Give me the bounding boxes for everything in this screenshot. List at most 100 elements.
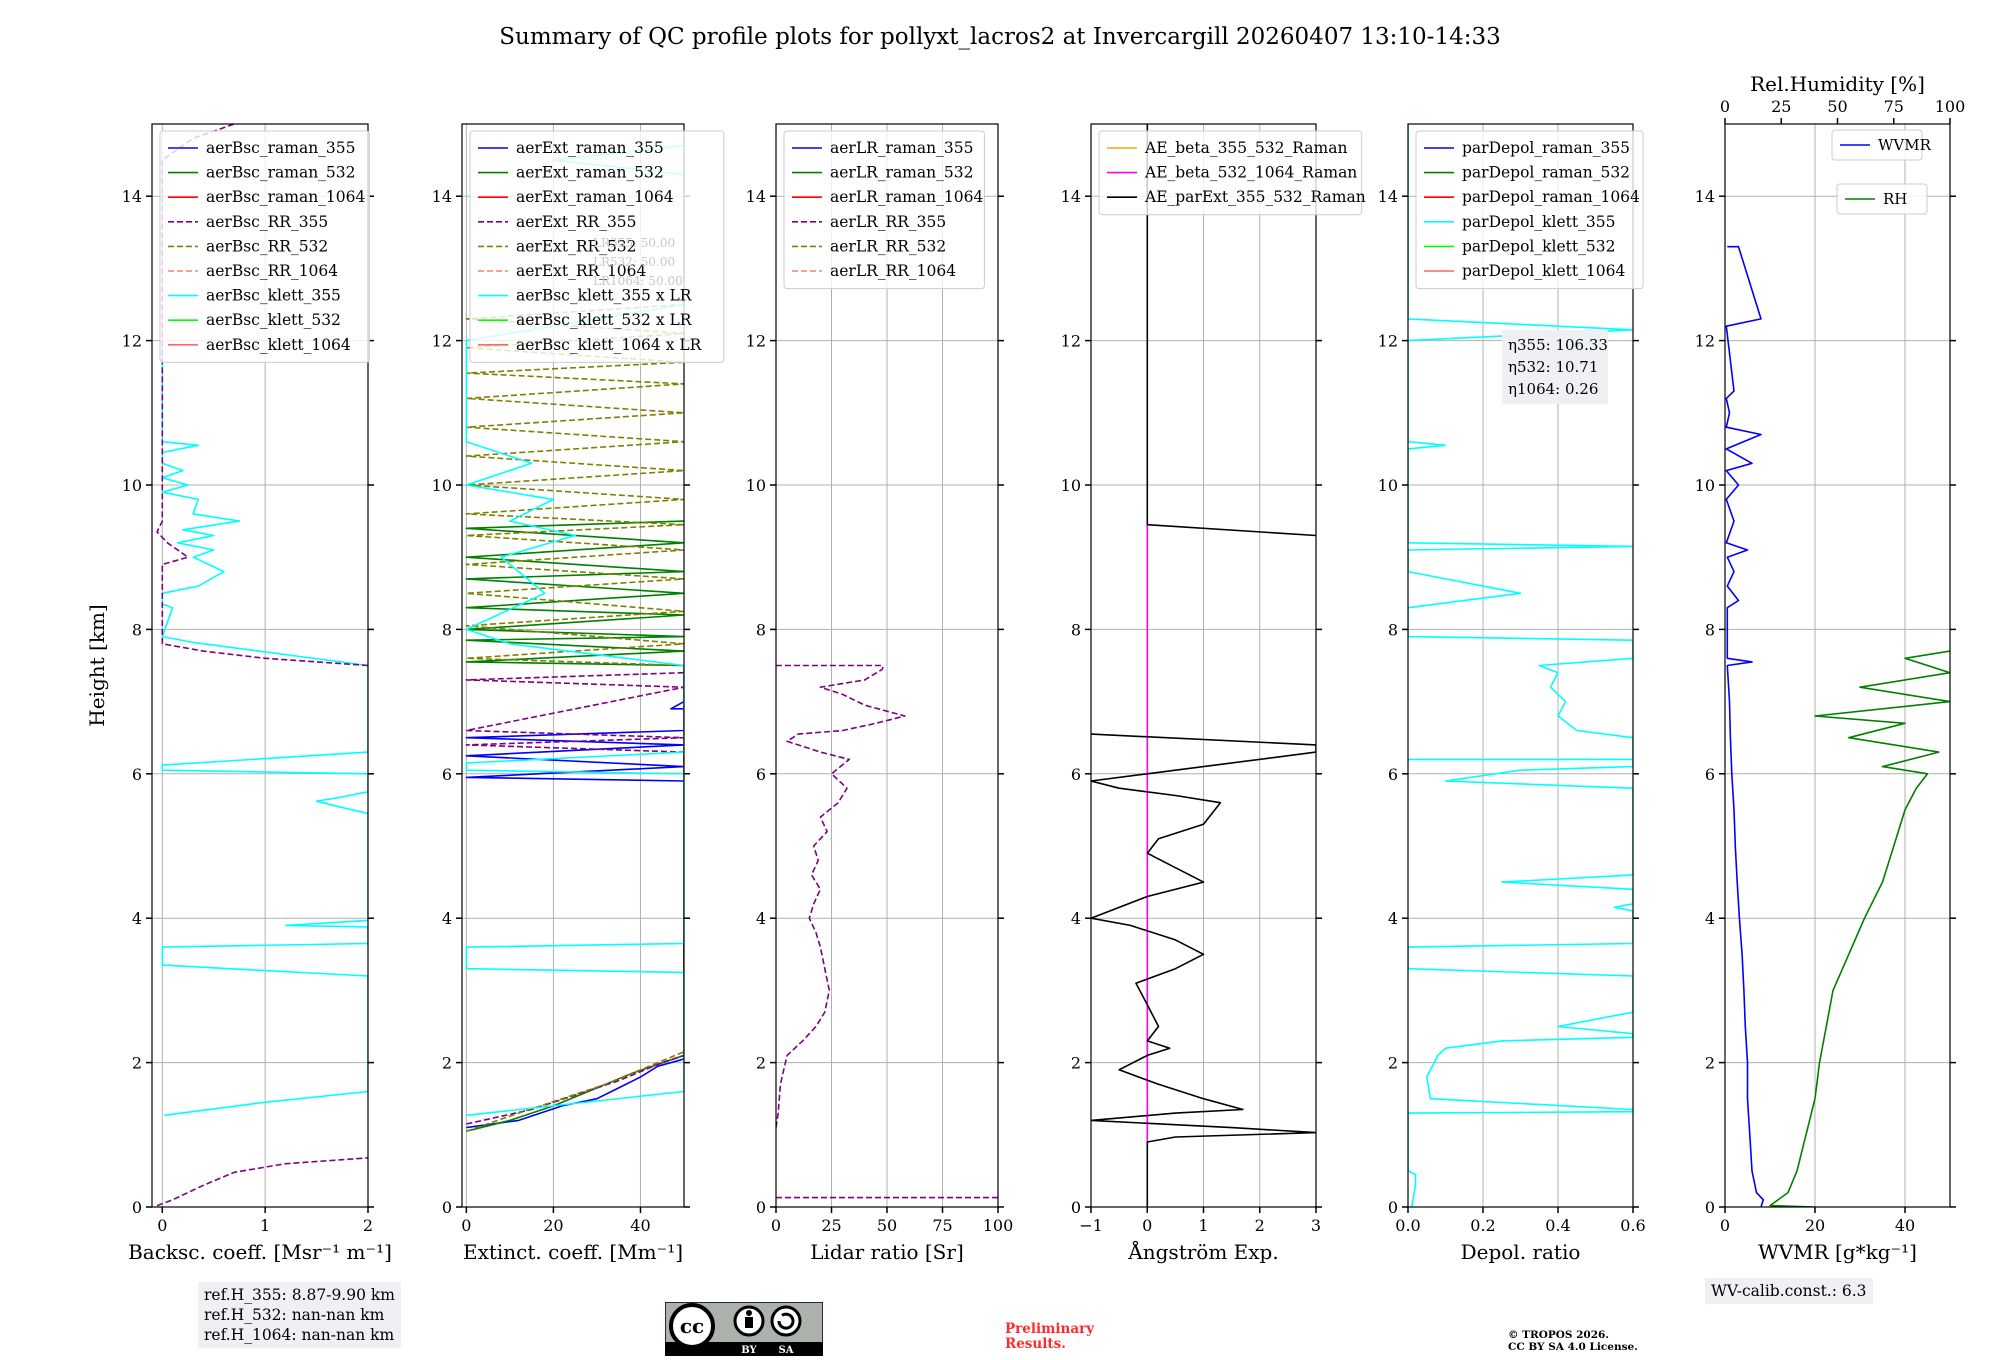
legend-label: RH <box>1883 190 1907 208</box>
legend-lr: aerLR_raman_355 aerLR_raman_532 aerLR_rama… <box>783 130 985 290</box>
top-tick-label: 50 <box>1827 97 1847 116</box>
y-tick-label: 6 <box>442 765 452 784</box>
x-tick-label: 75 <box>932 1216 952 1235</box>
legend-label: aerBsc_raman_355 <box>206 139 356 157</box>
y-tick-label: 0 <box>756 1198 766 1217</box>
y-tick-label: 2 <box>1705 1054 1715 1073</box>
legend-label: aerBsc_RR_1064 <box>206 262 338 280</box>
lr-annotation: LR355: 50.00 <box>593 236 675 250</box>
legend-label: aerLR_raman_532 <box>830 164 973 182</box>
axes-frame <box>1724 123 1951 1208</box>
y-tick-label: 4 <box>442 909 452 928</box>
cc-label: cc <box>680 1314 704 1338</box>
preliminary-line-2: Results. <box>1005 1336 1066 1352</box>
legend-label: aerBsc_klett_1064 <box>206 336 351 354</box>
x-axis-label: Extinct. coeff. [Mm⁻¹] <box>463 1240 683 1264</box>
legend-label: parDepol_klett_532 <box>1462 237 1615 255</box>
x-axis-label: Backsc. coeff. [Msr⁻¹ m⁻¹] <box>128 1240 392 1264</box>
legend-label: aerBsc_RR_355 <box>206 213 328 231</box>
y-tick-label: 14 <box>746 187 766 206</box>
panel-depol: 0 2 4 6 8 10 12 14 0.0 0.2 0.4 0.6 Depol. ratio parDe… <box>1378 123 1646 1264</box>
y-tick-label: 12 <box>1378 332 1398 351</box>
y-tick-label: 14 <box>122 187 142 206</box>
eta-annotation-box: η355: 106.33 η532: 10.71 η1064: 0.26 <box>1502 330 1608 404</box>
legend-label: aerExt_raman_355 <box>516 139 664 157</box>
y-tick-label: 8 <box>132 620 142 639</box>
x-tick-label: 0.6 <box>1620 1216 1645 1235</box>
y-tick-label: 10 <box>432 476 452 495</box>
y-tick-label: 12 <box>432 332 452 351</box>
y-tick-label: 4 <box>1071 909 1081 928</box>
panel-lr: 0 2 4 6 8 10 12 14 0 25 50 75 100 Lidar ratio [Sr] aer… <box>746 123 1014 1264</box>
x-tick-label: 0 <box>1720 1216 1730 1235</box>
x-axis-label: Lidar ratio [Sr] <box>810 1240 964 1264</box>
y-tick-label: 8 <box>1705 620 1715 639</box>
x-tick-label: 0.2 <box>1470 1216 1495 1235</box>
y-tick-label: 2 <box>442 1054 452 1073</box>
y-tick-label: 4 <box>1388 909 1398 928</box>
series-ae-parext-355-532-raman-upper <box>1146 124 1316 537</box>
legend-label: aerLR_RR_1064 <box>830 262 956 280</box>
axes-frame <box>461 123 685 1208</box>
legend-label: aerBsc_klett_355 x LR <box>516 287 693 305</box>
legend-label: aerBsc_klett_532 x LR <box>516 311 693 329</box>
copyright-line-2: CC BY SA 4.0 License. <box>1508 1341 1638 1353</box>
eta-label: η355: 106.33 <box>1508 336 1608 354</box>
legend-label: aerExt_RR_532 <box>516 237 637 255</box>
x-tick-label: 0 <box>157 1216 167 1235</box>
cc-by-sa-license-badge: cc BY SA <box>665 1302 823 1356</box>
y-tick-label: 0 <box>1705 1198 1715 1217</box>
x-tick-label: 0.4 <box>1545 1216 1570 1235</box>
x-tick-label: 0 <box>1142 1216 1152 1235</box>
legend-ae: AE_beta_355_532_Raman AE_beta_532_1064_Ra… <box>1098 130 1366 216</box>
legend-label: parDepol_raman_1064 <box>1462 188 1640 206</box>
x-tick-label: 20 <box>1805 1216 1825 1235</box>
x-tick-label: 100 <box>983 1216 1014 1235</box>
legend-label: parDepol_klett_355 <box>1462 213 1615 231</box>
y-tick-label: 12 <box>1061 332 1081 351</box>
top-tick-label: 75 <box>1884 97 1904 116</box>
legend-label: aerLR_raman_355 <box>830 139 973 157</box>
x-axis-label: WVMR [g*kg⁻¹] <box>1758 1240 1917 1264</box>
legend-label: AE_parExt_355_532_Raman <box>1144 188 1366 206</box>
y-tick-label: 6 <box>132 765 142 784</box>
y-tick-label: 0 <box>1388 1198 1398 1217</box>
legend-label: WVMR <box>1878 136 1932 154</box>
x-tick-label: 0.0 <box>1395 1216 1420 1235</box>
y-tick-label: 14 <box>432 187 452 206</box>
y-tick-label: 8 <box>442 620 452 639</box>
x-axis-label: Depol. ratio <box>1461 1240 1581 1264</box>
y-tick-label: 6 <box>1705 765 1715 784</box>
top-tick-label: 0 <box>1720 97 1730 116</box>
x-tick-label: −1 <box>1079 1216 1103 1235</box>
person-icon <box>746 1310 752 1316</box>
eta-label: η1064: 0.26 <box>1508 380 1598 398</box>
series-aerext-raman-532 <box>465 520 684 1132</box>
legend-wvmr: WVMR <box>1831 129 1932 161</box>
y-tick-label: 4 <box>132 909 142 928</box>
copyright-note: © TROPOS 2026. CC BY SA 4.0 License. <box>1508 1329 1638 1353</box>
lr-annotation: LR532: 50.00 <box>593 255 675 269</box>
axes-frame <box>151 123 369 1208</box>
y-tick-label: 4 <box>1705 909 1715 928</box>
y-tick-label: 6 <box>756 765 766 784</box>
legend-label: aerBsc_klett_1064 x LR <box>516 336 703 354</box>
legend-ext: aerExt_raman_355 aerExt_raman_532 aerExt_r… <box>469 130 725 363</box>
y-tick-label: 12 <box>746 332 766 351</box>
y-tick-label: 0 <box>442 1198 452 1217</box>
series-aerlr-rr-355 <box>776 664 906 1128</box>
panel-ext: 0 2 4 6 8 10 12 14 0 20 40 Extinct. coeff. [Mm⁻¹] ae… <box>432 123 725 1264</box>
wv-calibration-constant: WV-calib.const.: 6.3 <box>1711 1282 1867 1300</box>
y-tick-label: 14 <box>1378 187 1398 206</box>
x-tick-label: 1 <box>1198 1216 1208 1235</box>
legend-label: AE_beta_532_1064_Raman <box>1144 164 1357 182</box>
ref-height-355: ref.H_355: 8.87-9.90 km <box>204 1286 395 1304</box>
legend-label: aerExt_raman_1064 <box>516 188 674 206</box>
legend-label: parDepol_raman_532 <box>1462 164 1630 182</box>
ref-height-532: ref.H_532: nan-nan km <box>204 1306 385 1324</box>
legend-label: parDepol_raman_355 <box>1462 139 1630 157</box>
y-tick-label: 8 <box>1071 620 1081 639</box>
top-tick-label: 25 <box>1771 97 1791 116</box>
